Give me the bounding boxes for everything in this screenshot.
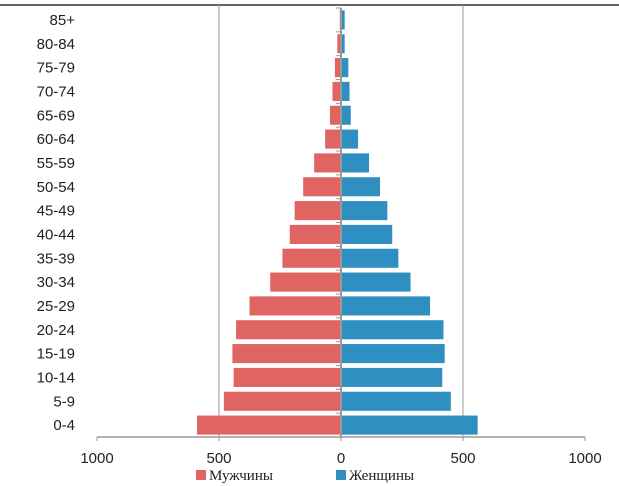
category-label: 30-34 [37, 274, 75, 291]
category-label: 60-64 [37, 131, 75, 148]
bar-male-65-69 [330, 105, 341, 125]
bar-male-70-74 [332, 81, 341, 101]
bar-female-15-19 [341, 344, 445, 364]
bar-female-25-29 [341, 296, 431, 316]
x-tick-label: 0 [337, 450, 345, 467]
bar-female-30-34 [341, 272, 411, 292]
category-label: 0-4 [53, 417, 75, 434]
bar-male-75-79 [334, 58, 341, 78]
legend-label: Мужчины [209, 468, 273, 484]
bar-male-20-24 [236, 320, 341, 340]
bar-male-55-59 [314, 153, 341, 173]
bar-female-80-84 [341, 34, 345, 54]
bar-female-5-9 [341, 391, 451, 411]
category-label: 35-39 [37, 250, 75, 267]
bar-male-0-4 [197, 415, 341, 435]
bar-female-60-64 [341, 129, 359, 149]
bar-female-35-39 [341, 248, 399, 268]
bar-female-75-79 [341, 58, 349, 78]
bar-female-45-49 [341, 201, 388, 221]
category-label: 85+ [50, 12, 76, 29]
bar-male-10-14 [233, 367, 341, 387]
category-label: 65-69 [37, 107, 75, 124]
category-label: 5-9 [53, 393, 75, 410]
category-label: 50-54 [37, 179, 75, 196]
bar-female-55-59 [341, 153, 370, 173]
x-tick-label: 1000 [568, 450, 601, 467]
category-label: 20-24 [37, 322, 75, 339]
category-label: 10-14 [37, 369, 75, 386]
bar-male-60-64 [325, 129, 341, 149]
bar-male-15-19 [232, 344, 341, 364]
category-label: 75-79 [37, 60, 75, 77]
category-label: 15-19 [37, 346, 75, 363]
category-label: 25-29 [37, 298, 75, 315]
bar-male-40-44 [289, 224, 341, 244]
bar-female-85+ [341, 10, 345, 30]
category-label: 70-74 [37, 83, 75, 100]
bar-female-10-14 [341, 367, 443, 387]
bar-male-30-34 [270, 272, 341, 292]
x-tick-label: 500 [450, 450, 475, 467]
bar-male-50-54 [303, 177, 341, 197]
legend-label: Женщины [349, 468, 414, 484]
x-tick-label: 500 [206, 450, 231, 467]
category-label: 45-49 [37, 203, 75, 220]
bar-female-20-24 [341, 320, 444, 340]
bar-male-80-84 [337, 34, 341, 54]
bar-female-40-44 [341, 224, 393, 244]
bar-female-70-74 [341, 81, 350, 101]
bar-male-45-49 [294, 201, 341, 221]
bar-female-65-69 [341, 105, 351, 125]
legend-swatch [336, 470, 346, 480]
bar-female-0-4 [341, 415, 478, 435]
bar-male-35-39 [282, 248, 341, 268]
bar-female-50-54 [341, 177, 381, 197]
legend-swatch [196, 470, 206, 480]
category-label: 40-44 [37, 226, 75, 243]
bar-male-25-29 [249, 296, 341, 316]
bar-male-5-9 [223, 391, 341, 411]
category-label: 80-84 [37, 36, 75, 53]
category-label: 55-59 [37, 155, 75, 172]
x-tick-label: 1000 [80, 450, 113, 467]
